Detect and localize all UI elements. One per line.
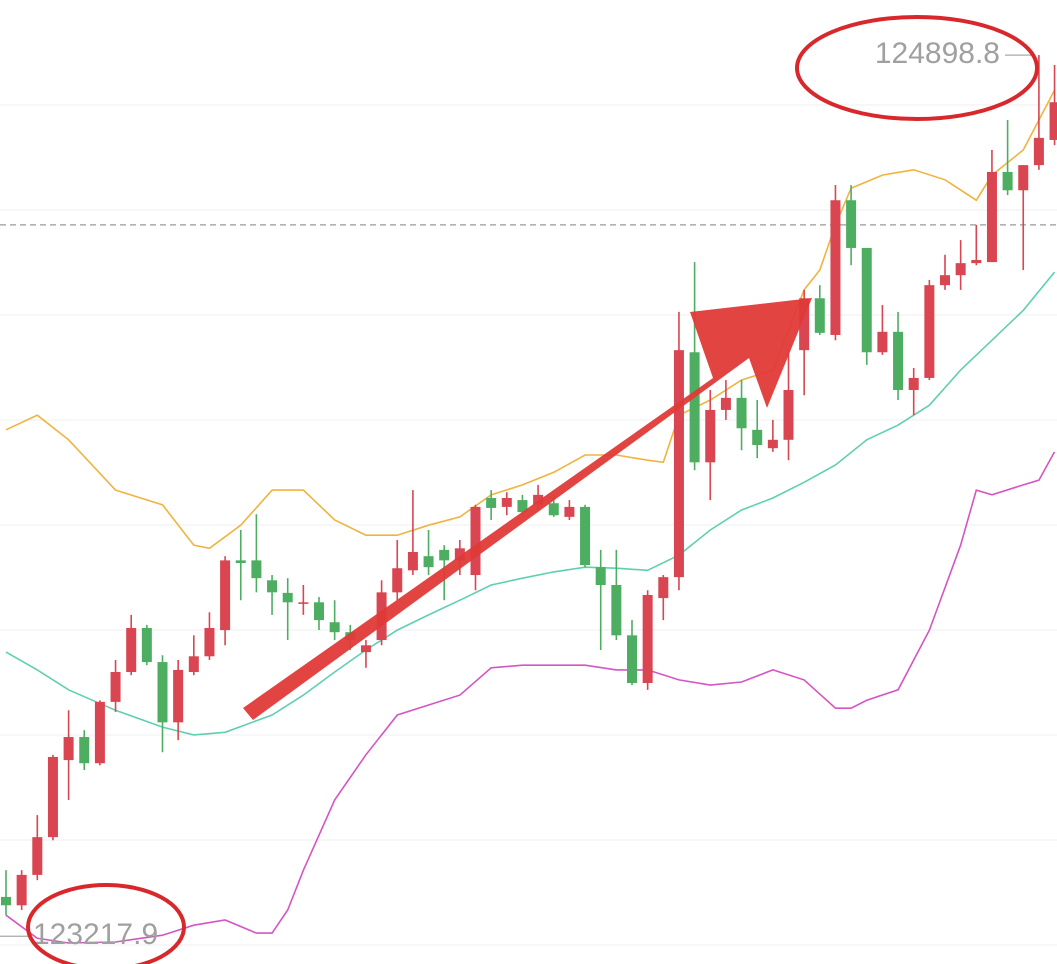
band-line xyxy=(5,451,1056,944)
candle-body xyxy=(986,171,997,263)
candle-body xyxy=(360,645,371,653)
candle-body xyxy=(877,331,888,353)
candle-body xyxy=(580,506,591,566)
candle-body xyxy=(627,635,637,684)
candle-body xyxy=(157,662,168,723)
candle-body xyxy=(470,506,481,576)
trend-arrow xyxy=(243,298,812,720)
max-label: 124898.8 xyxy=(875,37,1000,70)
candle-body xyxy=(814,298,825,333)
candle-body xyxy=(282,592,293,603)
candle-body xyxy=(642,594,653,684)
candle-body xyxy=(971,260,982,264)
candle-body xyxy=(298,602,309,604)
candle-body xyxy=(439,549,450,561)
candle-body xyxy=(1018,165,1029,191)
candle-body xyxy=(454,548,465,561)
candle-body xyxy=(1,896,11,906)
candle-body xyxy=(110,672,121,702)
candle-body xyxy=(736,397,747,429)
candle-body xyxy=(1002,171,1013,191)
candle-body xyxy=(235,560,246,563)
candle-body xyxy=(752,429,763,446)
candle-body xyxy=(893,331,904,391)
plot-area: 124898.8 123217.9 xyxy=(0,37,1057,951)
candle-body xyxy=(1033,137,1044,166)
candle-body xyxy=(79,737,90,764)
candle-body xyxy=(47,756,58,838)
band-line xyxy=(5,271,1056,736)
candle-body xyxy=(423,556,434,568)
candle-body xyxy=(251,560,262,579)
candle-body xyxy=(173,669,184,723)
candle-body xyxy=(533,494,544,505)
candle-body xyxy=(517,500,528,513)
candle-body xyxy=(501,497,512,507)
highlight-ellipse xyxy=(795,15,1039,121)
candle-body xyxy=(924,285,935,378)
candle-body xyxy=(799,298,810,351)
candle-body xyxy=(16,874,27,906)
candle-body xyxy=(141,627,152,663)
candle-body xyxy=(783,390,794,440)
candle-body xyxy=(705,409,716,463)
candle-body xyxy=(658,577,669,599)
min-label: 123217.9 xyxy=(33,918,158,951)
candle-body xyxy=(767,439,778,449)
candle-body xyxy=(940,275,950,286)
candle-body xyxy=(564,506,575,517)
candle-body xyxy=(486,497,497,508)
candle-body xyxy=(126,627,137,673)
candle-body xyxy=(204,627,215,657)
candle-body xyxy=(392,568,403,593)
candle-body xyxy=(846,200,857,248)
candle-body xyxy=(314,602,324,621)
candle-body xyxy=(32,837,43,875)
candle-body xyxy=(63,737,74,761)
band-line xyxy=(5,89,1056,550)
candle-body xyxy=(548,503,559,516)
highlight-ellipse xyxy=(26,883,186,964)
candle-body xyxy=(689,352,700,463)
candle-body xyxy=(673,350,684,578)
candle-body xyxy=(267,580,278,593)
candle-body xyxy=(908,377,919,391)
candle-body xyxy=(830,200,841,335)
candle-body xyxy=(955,263,966,276)
candle-body xyxy=(1049,102,1057,140)
candle-body xyxy=(94,701,105,764)
candle-body xyxy=(861,247,872,353)
candle-body xyxy=(329,622,340,633)
candle-body xyxy=(611,585,622,636)
candle-body xyxy=(220,560,231,631)
candle-body xyxy=(595,567,606,586)
candle-body xyxy=(407,551,418,571)
candle-body xyxy=(188,656,199,673)
annotations xyxy=(26,15,1039,964)
candle-body xyxy=(720,397,731,410)
grid xyxy=(0,104,1057,946)
